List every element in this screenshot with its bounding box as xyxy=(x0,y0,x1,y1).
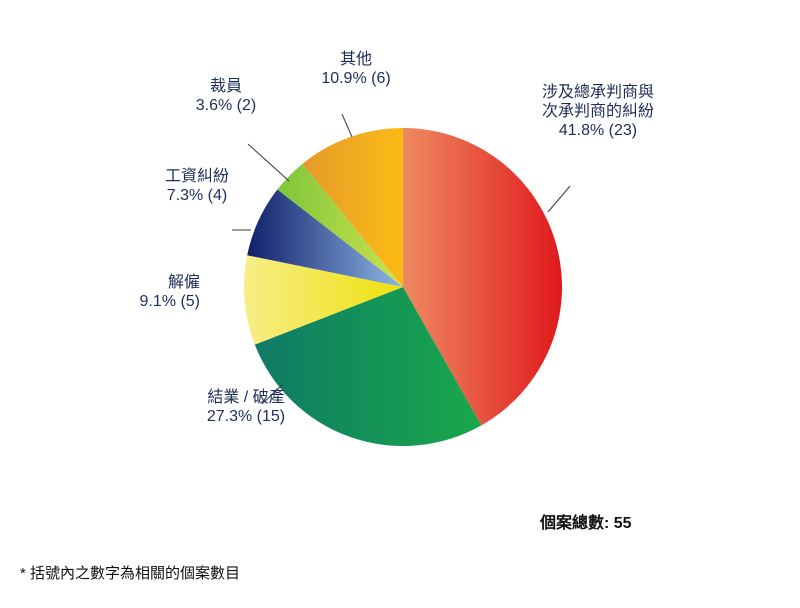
slice-label-5: 其他 10.9% (6) xyxy=(321,50,390,87)
leader-line-5 xyxy=(341,113,353,138)
slice-value-4: 3.6% (2) xyxy=(196,97,256,114)
slice-label-4: 裁員 3.6% (2) xyxy=(196,77,256,114)
slice-value-2: 9.1% (5) xyxy=(140,293,200,310)
slice-label-2: 解僱 9.1% (5) xyxy=(140,273,200,310)
pie-slice-2 xyxy=(243,255,403,345)
slice-name-4: 裁員 xyxy=(210,77,242,95)
slice-name-0: 次承判商的糾紛 xyxy=(542,102,654,120)
footnote: * 括號內之數字為相關的個案數目 xyxy=(20,564,240,582)
slice-name-5: 其他 xyxy=(340,50,372,68)
leader-line-4 xyxy=(247,143,290,182)
slice-name-1: 結業 / 破產 xyxy=(207,388,284,406)
slice-name-3: 工資糾紛 xyxy=(165,167,229,185)
leader-line-1 xyxy=(261,384,283,405)
slice-value-3: 7.3% (4) xyxy=(167,187,227,204)
slice-value-1: 27.3% (15) xyxy=(207,408,285,425)
pie-slice-3 xyxy=(247,189,403,287)
pie-slice-5 xyxy=(302,128,403,287)
slice-value-0: 41.8% (23) xyxy=(559,122,637,139)
pie-slice-1 xyxy=(254,287,482,446)
slice-name-2: 解僱 xyxy=(168,273,200,291)
slice-label-1: 結業 / 破產 27.3% (15) xyxy=(207,388,285,425)
pie-slice-4 xyxy=(277,163,403,287)
leader-line-0 xyxy=(547,185,571,213)
slice-name-0: 涉及總承判商與 xyxy=(542,83,654,101)
slice-label-0: 涉及總承判商與次承判商的糾紛 41.8% (23) xyxy=(542,83,654,139)
pie-slice-0 xyxy=(403,128,562,426)
slice-value-5: 10.9% (6) xyxy=(321,70,390,87)
slice-label-3: 工資糾紛 7.3% (4) xyxy=(165,167,229,204)
total-count: 個案總數: 55 xyxy=(539,513,632,532)
